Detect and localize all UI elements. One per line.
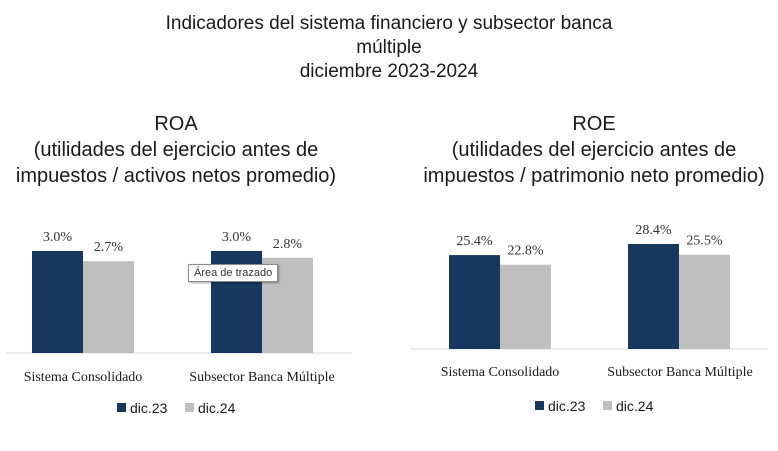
roe-data-label-dic24-1: 25.5% [686,234,723,249]
main-title-line-2: múltiple [356,37,422,58]
roa-legend-label-0: dic.23 [130,400,168,416]
roe-bar-dic23-1[interactable] [628,244,679,349]
main-title-line-3: diciembre 2023-2024 [299,61,479,82]
roe-category-label-0: Sistema Consolidado [441,365,560,380]
roe-bar-dic23-0[interactable] [449,255,500,349]
roe-legend-label-1: dic.24 [616,398,654,414]
roe-category-label-1: Subsector Banca Múltiple [607,365,752,380]
roe-chart-title: ROE (utilidades del ejercicio antes de i… [410,111,778,189]
roa-bar-dic24-0[interactable] [83,261,134,353]
plot-area-tooltip: Área de trazado [188,264,279,282]
roe-bar-dic24-1[interactable] [679,254,730,349]
roa-data-label-dic24-0: 2.7% [94,240,124,255]
roa-title-line-2: (utilidades del ejercicio antes de [33,139,319,161]
roe-data-label-dic23-1: 28.4% [635,223,672,238]
roa-title-line-1: ROA [154,113,198,135]
roe-legend-swatch-0 [535,401,544,410]
roe-title-line-1: ROE [572,113,616,135]
roe-legend-swatch-1 [603,401,612,410]
roa-category-label-0: Sistema Consolidado [24,370,143,385]
roe-bar-dic24-0[interactable] [500,264,551,349]
main-title-line-1: Indicadores del sistema financiero y sub… [165,13,613,34]
roa-chart-title: ROA (utilidades del ejercicio antes de i… [0,111,352,189]
roa-data-label-dic24-1: 2.8% [273,237,303,252]
roa-legend-swatch-1 [185,403,194,412]
roa-legend-label-1: dic.24 [198,400,236,416]
roa-data-label-dic23-0: 3.0% [43,230,73,245]
roe-title-line-3: impuestos / patrimonio neto promedio) [423,165,765,187]
roe-data-label-dic23-0: 25.4% [456,234,493,249]
roa-category-label-1: Subsector Banca Múltiple [189,370,334,385]
roa-title-line-3: impuestos / activos netos promedio) [15,165,337,187]
roe-title-line-2: (utilidades del ejercicio antes de [451,139,737,161]
roa-legend-swatch-0 [117,403,126,412]
main-title: Indicadores del sistema financiero y sub… [0,12,778,84]
roe-legend-label-0: dic.23 [548,398,586,414]
roe-data-label-dic24-0: 22.8% [507,244,544,259]
roa-bar-dic23-0[interactable] [32,251,83,353]
roa-data-label-dic23-1: 3.0% [222,230,252,245]
